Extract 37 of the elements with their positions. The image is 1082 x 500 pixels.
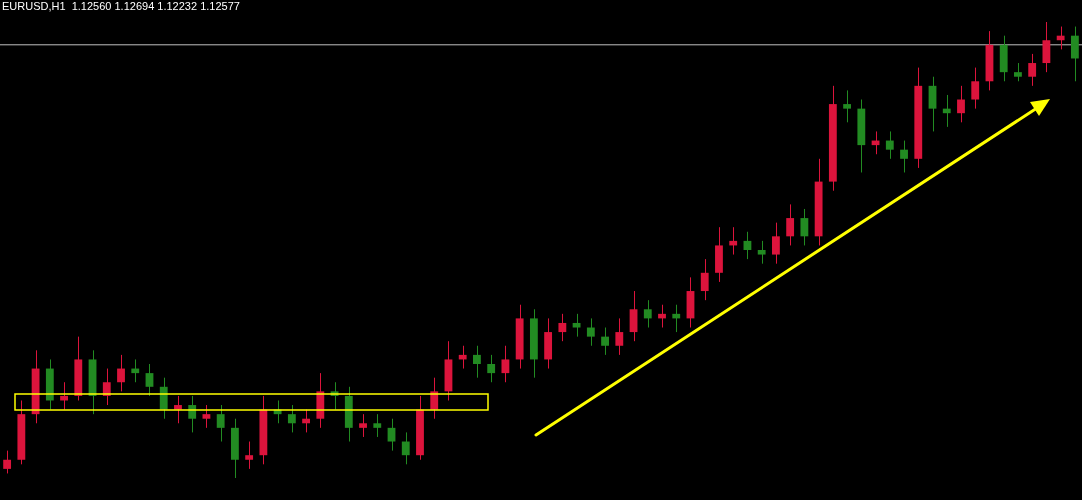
- candlestick: [387, 418, 396, 452]
- candlestick: [359, 413, 367, 438]
- candlestick: [1070, 26, 1079, 82]
- candlestick: [1042, 21, 1051, 73]
- candlestick: [957, 85, 965, 123]
- candlestick: [3, 450, 12, 474]
- candlestick: [885, 130, 894, 160]
- candlestick: [601, 327, 609, 356]
- candlestick: [202, 404, 211, 429]
- candlestick: [757, 240, 766, 265]
- candlestick: [216, 404, 225, 443]
- candlestick: [373, 413, 382, 438]
- candlestick: [487, 354, 496, 383]
- candlestick: [501, 345, 510, 383]
- candlestick: [629, 290, 638, 342]
- candlestick: [771, 222, 780, 265]
- candlestick: [572, 313, 581, 338]
- candlestick: [558, 313, 567, 342]
- candlestick: [245, 441, 254, 470]
- candlestick: [643, 299, 652, 329]
- candlestick: [615, 317, 624, 356]
- candlestick: [900, 140, 908, 173]
- chart-title: EURUSD,H1 1.12560 1.12694 1.12232 1.12577: [2, 0, 240, 12]
- candlestick: [117, 354, 125, 392]
- candlestick: [1028, 53, 1037, 87]
- candlestick: [287, 404, 296, 433]
- candlestick: [145, 363, 154, 397]
- candlestick: [1014, 62, 1022, 82]
- candlestick: [586, 317, 595, 347]
- candlestick: [700, 258, 709, 301]
- candlestick: [971, 67, 980, 110]
- candlestick: [473, 345, 481, 379]
- candlestick: [786, 203, 795, 246]
- candlestick: [800, 208, 809, 246]
- candlestick: [401, 431, 410, 465]
- candlestick: [928, 76, 937, 132]
- candlestick: [843, 89, 852, 123]
